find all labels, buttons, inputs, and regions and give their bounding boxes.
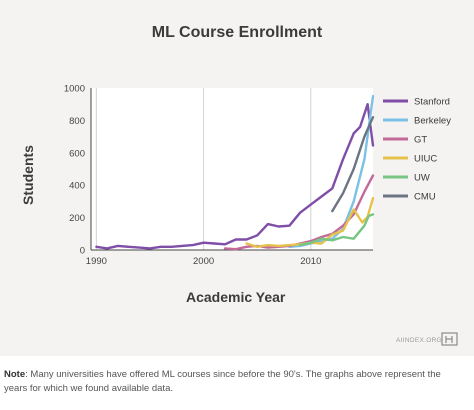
x-tick-label: 2000 xyxy=(193,256,214,267)
chart-title: ML Course Enrollment xyxy=(151,24,323,41)
note-text: : Many universities have offered ML cour… xyxy=(4,369,441,394)
series-line-uw xyxy=(298,213,375,247)
aiindex-logo: AIINDEX.ORG xyxy=(396,332,458,346)
y-tick-label: 0 xyxy=(80,246,85,257)
legend-label: GT xyxy=(414,135,427,146)
plot-area xyxy=(91,88,373,250)
y-tick-label: 200 xyxy=(69,213,85,224)
legend-label: CMU xyxy=(414,192,436,203)
series-line-uiuc xyxy=(245,197,375,248)
logo-mark-icon xyxy=(441,332,458,346)
series-line-cmu xyxy=(331,116,375,213)
legend-label: UW xyxy=(414,173,430,184)
y-tick-label: 400 xyxy=(69,181,85,192)
legend-label: Berkeley xyxy=(414,116,451,127)
legend-label: Stanford xyxy=(414,97,450,108)
x-tick-label: 2010 xyxy=(300,256,321,267)
x-tick-label: 1990 xyxy=(86,256,107,267)
footnote: Note: Many universities have offered ML … xyxy=(4,368,466,396)
y-tick-label: 600 xyxy=(69,148,85,159)
y-axis-label: Students xyxy=(20,145,36,205)
y-tick-label: 1000 xyxy=(64,84,85,95)
x-axis-label: Academic Year xyxy=(186,289,286,305)
y-tick-label: 800 xyxy=(69,116,85,127)
note-label: Note xyxy=(4,369,26,380)
brand-text: AIINDEX.ORG xyxy=(396,337,442,344)
series-line-stanford xyxy=(95,103,375,250)
legend-label: UIUC xyxy=(414,154,437,165)
enrollment-chart: 1990 2000 2010 0 200 400 600 800 1000 Stanford Be… xyxy=(20,84,458,346)
